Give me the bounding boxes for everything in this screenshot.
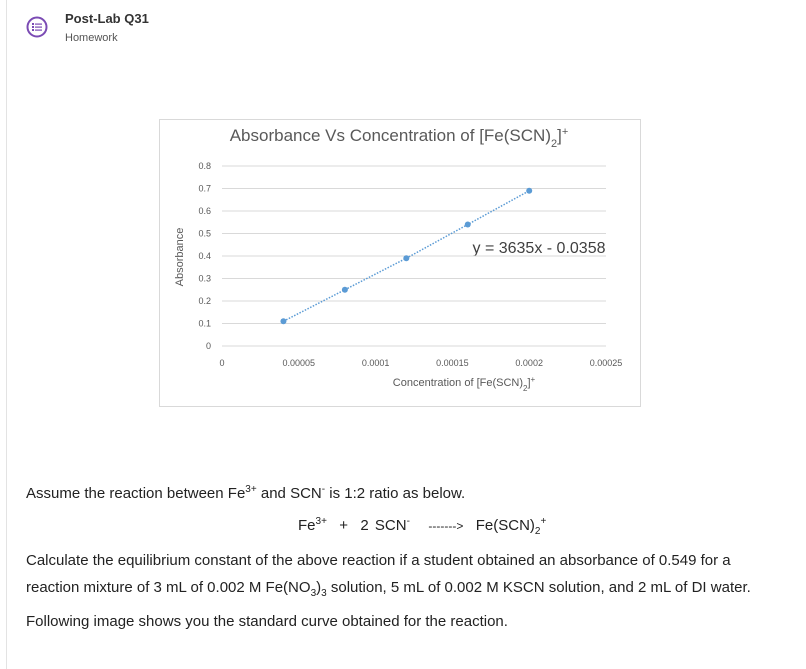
y-tick-label: 0.6 bbox=[198, 206, 211, 216]
text: ) bbox=[316, 579, 322, 596]
page-title[interactable]: Post-Lab Q31 bbox=[65, 11, 149, 26]
y-axis-label: Absorbance bbox=[174, 228, 186, 287]
xlabel-part: Concentration of [Fe(SCN) bbox=[393, 377, 523, 389]
equation: Fe3+ + 2 SCN- -------> Fe(SCN)2+ bbox=[298, 516, 546, 537]
sub: 2 bbox=[534, 526, 541, 537]
chart-title: Absorbance Vs Concentration of [Fe(SCN)2… bbox=[230, 126, 569, 150]
trendline-equation: y = 3635x - 0.0358 bbox=[473, 240, 606, 257]
y-tick-label: 0.7 bbox=[198, 184, 211, 194]
chart-border bbox=[159, 119, 641, 407]
x-tick-label: 0.0001 bbox=[362, 358, 390, 368]
sup: + bbox=[540, 516, 547, 527]
y-tick-label: 0 bbox=[206, 341, 211, 351]
text: and SCN bbox=[256, 485, 322, 502]
question-line: Calculate the equilibrium constant of th… bbox=[26, 552, 731, 569]
y-tick-label: 0.3 bbox=[198, 274, 211, 284]
sup: - bbox=[406, 516, 410, 527]
y-tick-label: 0.2 bbox=[198, 296, 211, 306]
data-point bbox=[280, 318, 287, 325]
text: 2 SCN bbox=[360, 517, 407, 534]
homework-icon[interactable] bbox=[26, 16, 48, 38]
arrow: -------> bbox=[428, 519, 464, 533]
xlabel-sub: 2 bbox=[523, 384, 528, 393]
x-tick-label: 0.00025 bbox=[590, 358, 623, 368]
y-tick-label: 0.4 bbox=[198, 251, 211, 261]
chart: Absorbance Vs Concentration of [Fe(SCN)2… bbox=[159, 119, 641, 407]
text: reaction mixture of 3 mL of 0.002 M Fe(N… bbox=[26, 579, 311, 596]
sup: 3+ bbox=[315, 516, 327, 527]
text: is 1:2 ratio as below. bbox=[325, 485, 466, 502]
page-subtitle: Homework bbox=[65, 32, 118, 44]
question-line: reaction mixture of 3 mL of 0.002 M Fe(N… bbox=[26, 579, 751, 599]
left-border bbox=[6, 0, 7, 669]
x-tick-label: 0.00005 bbox=[283, 358, 316, 368]
y-tick-label: 0.8 bbox=[198, 161, 211, 171]
data-point bbox=[403, 255, 410, 262]
y-tick-label: 0.5 bbox=[198, 229, 211, 239]
sub: 3 bbox=[321, 588, 327, 599]
title-part: ] bbox=[557, 126, 562, 145]
data-point bbox=[526, 187, 533, 194]
y-tick-label: 0.1 bbox=[198, 319, 211, 329]
xlabel-part: ] bbox=[527, 377, 530, 389]
text: Fe(SCN) bbox=[475, 517, 535, 534]
x-axis-label: Concentration of [Fe(SCN)2]+ bbox=[393, 375, 536, 393]
x-tick-label: 0.0002 bbox=[515, 358, 543, 368]
text: solution, 5 mL of 0.002 M KSCN solution,… bbox=[326, 579, 751, 596]
data-point bbox=[341, 286, 348, 293]
text: + bbox=[339, 517, 349, 534]
question-line: Assume the reaction between Fe3+ and SCN… bbox=[26, 484, 465, 502]
question-line: Following image shows you the standard c… bbox=[26, 613, 508, 630]
title-part: Absorbance Vs Concentration of [Fe(SCN) bbox=[230, 126, 551, 145]
title-sup: + bbox=[562, 126, 568, 138]
x-tick-label: 0.00015 bbox=[436, 358, 469, 368]
x-tick-label: 0 bbox=[219, 358, 224, 368]
text: Assume the reaction between Fe bbox=[26, 485, 246, 502]
data-point bbox=[464, 221, 471, 228]
sup: - bbox=[321, 484, 326, 495]
sup: 3+ bbox=[245, 484, 257, 495]
sub: 3 bbox=[310, 588, 317, 599]
text: Fe bbox=[298, 517, 316, 534]
xlabel-sup: + bbox=[531, 375, 536, 384]
title-sub: 2 bbox=[551, 138, 557, 150]
